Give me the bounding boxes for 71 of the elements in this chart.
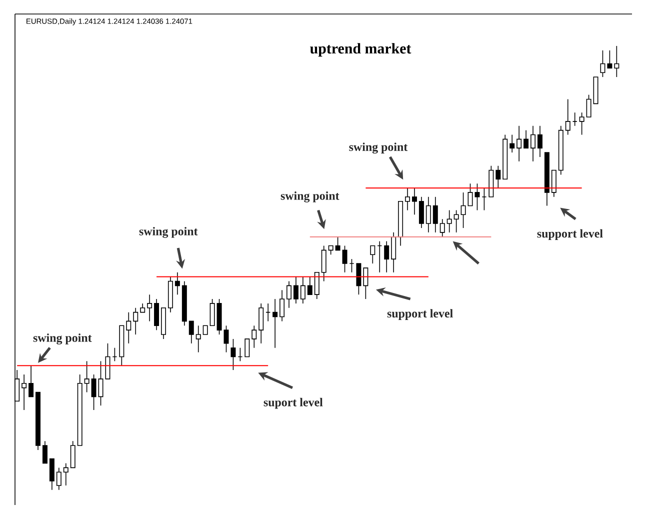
candlestick — [314, 272, 320, 300]
candlestick — [516, 125, 522, 162]
candlestick — [405, 188, 410, 211]
candlestick — [188, 320, 194, 344]
candlestick — [196, 325, 201, 353]
candlestick — [363, 268, 368, 300]
annotation: support level — [537, 229, 603, 240]
annotation: suport level — [264, 398, 323, 409]
candlestick — [133, 307, 138, 335]
candlestick — [496, 165, 501, 188]
candlestick — [22, 374, 27, 410]
candlestick — [230, 338, 236, 370]
candlestick — [49, 458, 54, 490]
candlestick — [258, 303, 264, 344]
candlestick — [91, 374, 96, 410]
candlestick — [370, 245, 376, 264]
candlestick — [460, 192, 466, 228]
candlestick — [454, 210, 459, 233]
candlestick — [356, 263, 362, 295]
candlestick — [537, 125, 542, 158]
candlestick — [293, 276, 298, 304]
candlestick — [286, 280, 292, 308]
candlestick — [126, 312, 132, 344]
candlestick — [530, 125, 536, 162]
candlestick — [600, 50, 606, 78]
candlestick — [321, 245, 326, 282]
candlestick — [56, 467, 62, 490]
candlestick — [252, 325, 257, 348]
candlestick — [446, 210, 452, 233]
candlestick — [98, 360, 104, 406]
candlestick — [244, 338, 250, 358]
chart-title: uptrend market — [310, 43, 412, 57]
annotation: swing point — [280, 191, 340, 202]
annotation: swing point — [349, 142, 408, 154]
candlestick — [524, 130, 529, 148]
candlestick — [154, 298, 160, 330]
candlestick — [586, 94, 592, 118]
candlestick — [280, 290, 285, 322]
candlestick — [342, 245, 348, 273]
candlestick — [565, 98, 570, 136]
candlestick — [147, 294, 152, 322]
candlestick — [607, 50, 612, 69]
candlestick — [42, 440, 48, 464]
candlestick — [28, 365, 34, 398]
candlestick — [474, 183, 480, 211]
candlestick — [384, 240, 390, 273]
annotation: swing point — [139, 226, 198, 238]
candlestick — [510, 134, 515, 153]
candlestick — [432, 196, 438, 233]
candlestick — [224, 325, 229, 353]
candlestick — [579, 112, 584, 136]
candlestick — [272, 298, 278, 348]
candlestick — [614, 46, 620, 78]
annotation: support level — [387, 309, 453, 320]
candlestick — [551, 170, 556, 198]
candlestick — [468, 183, 473, 206]
candlestick — [335, 236, 340, 251]
candlestick — [174, 272, 180, 295]
candlestick — [307, 276, 312, 295]
candlestick — [418, 196, 424, 228]
annotation: swing point — [33, 333, 92, 344]
candlestick — [412, 188, 417, 216]
candlestick — [70, 440, 76, 468]
candlestick — [84, 360, 90, 393]
candlestick — [426, 196, 431, 233]
candlestick — [440, 218, 445, 238]
candlestick — [300, 276, 306, 304]
candlestick — [63, 462, 68, 486]
candlestick — [210, 298, 215, 326]
candlestick — [391, 232, 396, 273]
candlestick — [105, 343, 110, 380]
